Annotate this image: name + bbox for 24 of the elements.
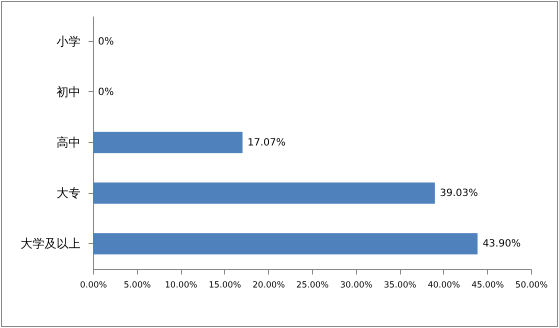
bar — [93, 132, 243, 154]
x-tick-label: 40.00% — [428, 280, 460, 290]
data-label: 0% — [98, 86, 114, 98]
x-tick-label: 0.00% — [80, 280, 108, 290]
y-tick-label: 大学及以上 — [20, 236, 80, 251]
bar — [93, 233, 478, 254]
x-tick-label: 45.00% — [471, 280, 504, 290]
y-tick-label: 高中 — [56, 136, 80, 150]
y-tick-label: 大专 — [56, 186, 80, 200]
x-tick-label: 20.00% — [252, 280, 285, 290]
bar — [93, 182, 435, 204]
y-tick-label: 初中 — [56, 84, 80, 99]
data-label: 0% — [98, 36, 114, 48]
x-tick-label: 30.00% — [340, 280, 373, 290]
x-tick-label: 25.00% — [296, 280, 329, 290]
x-tick-label: 5.00% — [124, 280, 151, 290]
data-label: 39.03% — [440, 188, 478, 200]
data-label: 17.07% — [248, 138, 286, 148]
y-tick-label: 小学 — [56, 34, 80, 48]
data-label: 43.90% — [482, 238, 521, 250]
x-tick-label: 10.00% — [164, 280, 198, 290]
x-tick-label: 15.00% — [208, 280, 242, 290]
x-tick-label: 35.00% — [384, 280, 416, 290]
x-tick-label: 50.00% — [515, 280, 548, 290]
